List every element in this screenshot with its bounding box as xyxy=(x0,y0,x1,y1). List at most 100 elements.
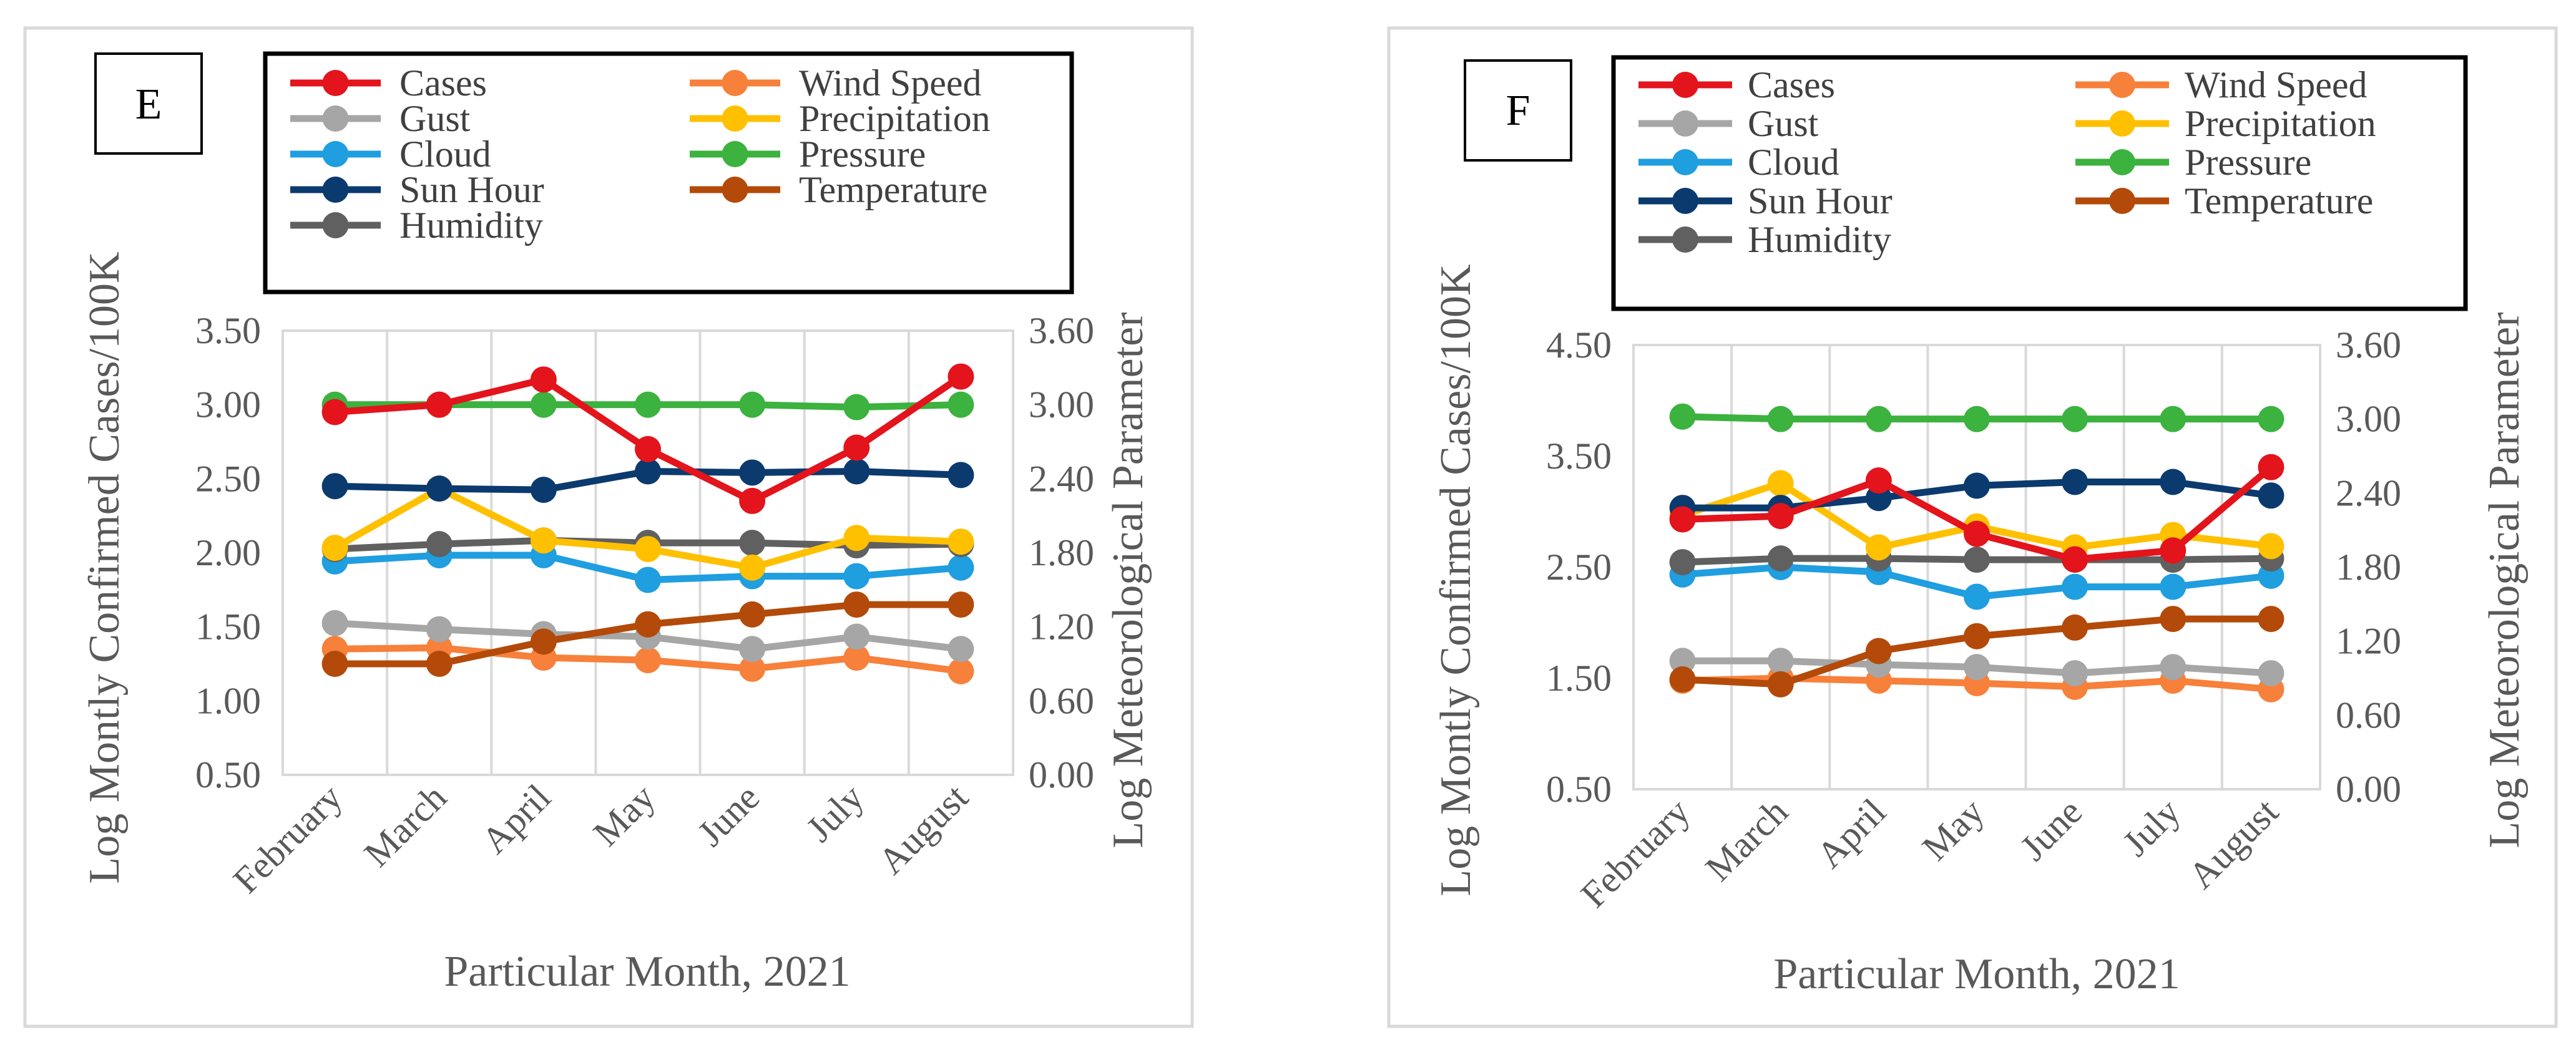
data-point-gust xyxy=(2258,660,2285,687)
legend-box xyxy=(1611,55,2468,311)
y2-tick-label: 2.40 xyxy=(2336,472,2401,513)
data-point-sun-hour xyxy=(1964,472,1990,499)
data-point-sun-hour xyxy=(635,458,661,485)
legend-label: Pressure xyxy=(799,134,926,175)
legend-item-gust: Gust xyxy=(1638,103,1819,144)
data-point-gust xyxy=(1669,648,1696,674)
data-point-sun-hour xyxy=(530,477,557,503)
legend-item-temperature: Temperature xyxy=(690,169,987,210)
x-axis-title: Particular Month, 2021 xyxy=(444,948,850,996)
data-point-sun-hour xyxy=(321,473,348,500)
data-point-gust xyxy=(843,623,870,650)
data-point-cloud xyxy=(2062,573,2089,600)
data-point-precipitation xyxy=(1767,470,1794,497)
legend-marker xyxy=(322,212,349,238)
chart-panel-f: 4.50 3.50 2.50 1.50 0.50 3.60 3.00 2.40 1.80 1.2… xyxy=(1387,26,2558,1028)
data-point-cases xyxy=(321,399,348,425)
data-point-cloud xyxy=(635,566,661,593)
right-axis-title: Log Meteorological Parameter xyxy=(2481,312,2529,848)
series-temperature xyxy=(1669,606,2285,698)
legend-marker xyxy=(322,70,349,96)
data-point-cases xyxy=(739,487,766,514)
panel-label: F xyxy=(1506,87,1530,135)
data-point-temperature xyxy=(321,651,348,677)
data-point-gust xyxy=(2062,660,2089,687)
data-point-precipitation xyxy=(739,554,766,581)
y-tick-label: 0.50 xyxy=(1546,769,1612,810)
data-point-temperature xyxy=(2258,606,2285,633)
legend-label: Sun Hour xyxy=(1748,180,1893,221)
y2-tick-label: 1.20 xyxy=(2336,621,2401,662)
legend-marker xyxy=(1672,149,1698,175)
legend-label: Humidity xyxy=(399,205,543,246)
data-point-temperature xyxy=(948,591,974,618)
data-point-cloud xyxy=(948,554,974,581)
legend-box xyxy=(263,51,1074,294)
y-tick-label: 3.50 xyxy=(1546,435,1612,477)
data-point-humidity xyxy=(739,530,766,557)
legend-item-humidity: Humidity xyxy=(1638,219,1891,260)
data-point-cases xyxy=(1767,503,1794,530)
y-tick-label: 2.50 xyxy=(195,458,261,499)
legend-item-cloud: Cloud xyxy=(1638,142,1839,183)
right-axis-ticks: 3.60 3.00 2.40 1.80 1.20 0.60 0.00 xyxy=(1029,310,1094,795)
y2-tick-label: 3.00 xyxy=(2336,399,2401,440)
data-point-pressure xyxy=(2160,406,2187,432)
y-tick-label: 3.50 xyxy=(195,310,261,351)
data-point-sun-hour xyxy=(2160,469,2187,495)
series-cases xyxy=(1669,454,2285,573)
legend-marker xyxy=(322,141,349,167)
data-point-gust xyxy=(739,636,766,663)
legend-label: Precipitation xyxy=(799,98,991,139)
legend-marker xyxy=(1672,110,1698,137)
legend-item-pressure: Pressure xyxy=(2075,142,2311,183)
data-point-wind-speed xyxy=(843,644,870,671)
data-point-pressure xyxy=(1669,403,1696,430)
data-point-temperature xyxy=(530,628,557,655)
data-point-precipitation xyxy=(530,527,557,554)
series-temperature xyxy=(321,591,974,677)
legend-item-pressure: Pressure xyxy=(690,134,926,175)
y2-tick-label: 0.60 xyxy=(2336,694,2401,736)
data-point-pressure xyxy=(1964,406,1990,432)
legend-item-precipitation: Precipitation xyxy=(690,98,991,139)
data-point-precipitation xyxy=(948,528,974,555)
left-axis-title: Log Montly Confirmed Cases/100K xyxy=(81,252,129,884)
data-point-sun-hour xyxy=(843,458,870,485)
data-point-wind-speed xyxy=(739,655,766,682)
series-wind-speed xyxy=(321,634,974,684)
y2-tick-label: 3.60 xyxy=(2336,324,2401,366)
data-point-gust xyxy=(1767,648,1794,674)
data-point-precipitation xyxy=(843,525,870,552)
y2-tick-label: 2.40 xyxy=(1029,458,1094,499)
legend-marker xyxy=(722,177,748,203)
data-point-cases xyxy=(2062,546,2089,573)
data-point-temperature xyxy=(739,601,766,628)
data-point-pressure xyxy=(843,394,870,421)
series-sun-hour xyxy=(321,458,974,503)
y2-tick-label: 1.80 xyxy=(1029,532,1094,573)
left-axis-ticks: 4.50 3.50 2.50 1.50 0.50 xyxy=(1546,324,1612,810)
legend-label: Cloud xyxy=(399,134,491,175)
data-point-cases xyxy=(426,391,453,418)
data-point-humidity xyxy=(1767,545,1794,572)
data-point-pressure xyxy=(530,391,557,418)
legend-label: Cases xyxy=(1748,64,1835,105)
data-point-wind-speed xyxy=(948,658,974,684)
data-point-cloud xyxy=(1964,583,1990,610)
data-point-precipitation xyxy=(2258,533,2285,560)
right-axis-ticks: 3.60 3.00 2.40 1.80 1.20 0.60 0.00 xyxy=(2336,324,2401,810)
data-point-gust xyxy=(1964,654,1990,681)
data-point-temperature xyxy=(1964,623,1990,649)
right-axis-title: Log Meteorological Parameter xyxy=(1104,312,1152,848)
legend-marker xyxy=(2109,149,2135,175)
y2-tick-label: 0.00 xyxy=(1029,754,1094,795)
data-point-wind-speed xyxy=(635,647,661,674)
data-point-sun-hour xyxy=(948,462,974,489)
legend-item-temperature: Temperature xyxy=(2075,180,2373,221)
data-point-cases xyxy=(2160,537,2187,564)
data-point-gust xyxy=(426,616,453,643)
data-point-cloud xyxy=(2160,573,2187,600)
y-tick-label: 0.50 xyxy=(195,754,261,795)
